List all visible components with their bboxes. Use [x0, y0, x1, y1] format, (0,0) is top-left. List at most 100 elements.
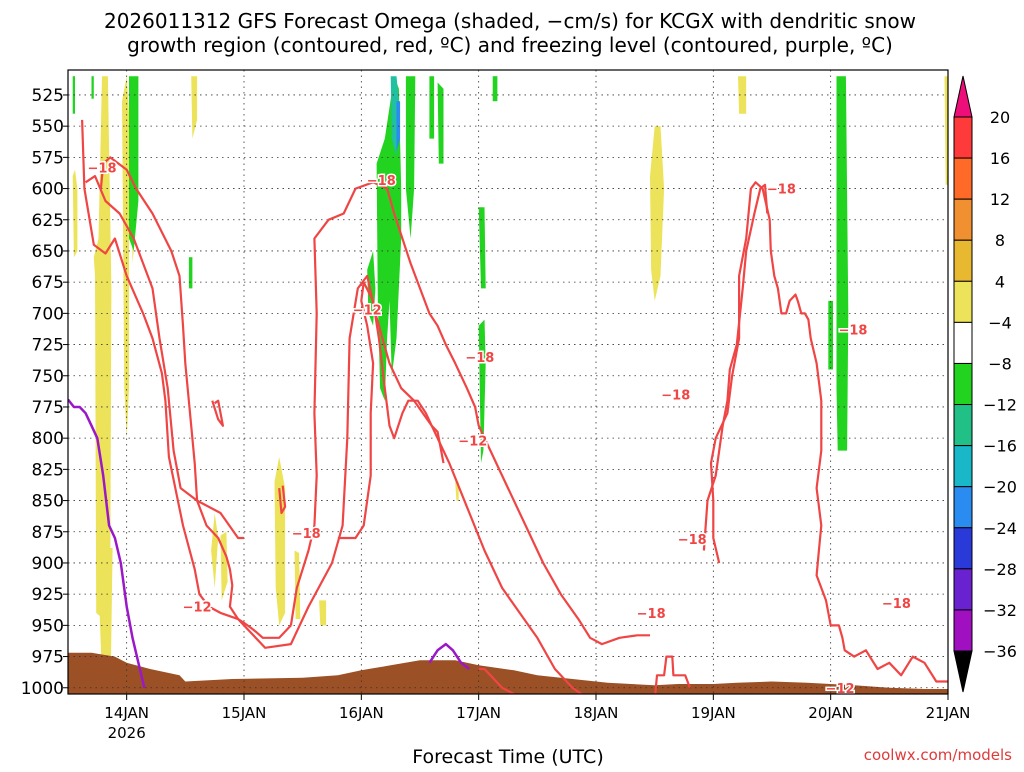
x-tick-label: 15JAN [222, 704, 267, 722]
colorbar-bin [953, 568, 973, 611]
contour-label: −12 [353, 304, 382, 319]
contour-label: −18 [88, 161, 117, 176]
y-tick-label: 900 [32, 554, 64, 574]
omega-region [478, 207, 486, 289]
x-tick-label: 21JAN [926, 704, 971, 722]
colorbar-label: −32 [983, 601, 1017, 620]
y-tick-label: 1000 [21, 679, 64, 699]
dgz-contour-line [81, 119, 584, 694]
colorbar-bin [953, 198, 973, 241]
freezing-level-line [428, 642, 471, 670]
omega-region [220, 531, 228, 601]
colorbar-bin [953, 486, 973, 529]
x-tick-label: 16JAN [339, 704, 384, 722]
dgz-contour-line [289, 181, 650, 646]
omega-region [274, 456, 286, 626]
y-tick-label: 600 [32, 180, 64, 200]
omega-region [93, 76, 112, 620]
colorbar-bin [953, 239, 973, 282]
omega-region [72, 169, 78, 258]
grid-lines [68, 70, 949, 694]
colorbar-bin [953, 157, 973, 200]
x-tick-label: 18JAN [574, 704, 619, 722]
freezing-level-line [68, 398, 146, 689]
y-axis: 525 550 575 600 625 650 675 700 725 750 775 800 825 8… [21, 86, 68, 699]
y-tick-label: 775 [32, 398, 64, 418]
colorbar-label: −24 [983, 519, 1017, 538]
y-tick-label: 725 [32, 336, 64, 356]
omega-region [437, 82, 444, 164]
colorbar-bottom-arrow [953, 650, 973, 693]
colorbar-label: −8 [988, 354, 1012, 373]
x-tick-year: 2026 [108, 724, 146, 742]
contour-label: −18 [367, 174, 396, 189]
colorbar-label: −28 [983, 560, 1017, 579]
contour-label: −12 [183, 601, 212, 616]
y-tick-label: 650 [32, 242, 64, 262]
contour-label: −18 [637, 607, 666, 622]
dgz-contour-line [337, 281, 445, 540]
colorbar-label: −36 [983, 642, 1017, 661]
colorbar-bin [953, 527, 973, 570]
omega-region [650, 126, 665, 301]
x-axis-label: Forecast Time (UTC) [412, 746, 603, 768]
colorbar-label: −16 [983, 437, 1017, 456]
colorbar-label: 16 [990, 149, 1010, 168]
contour-label: −18 [678, 533, 707, 548]
colorbar-bin [953, 609, 973, 652]
omega-region [188, 257, 193, 289]
contour-label: −12 [458, 435, 487, 450]
omega-region [191, 76, 198, 139]
terrain-fill [68, 652, 948, 694]
contour-label: −18 [292, 527, 321, 542]
y-tick-label: 550 [32, 117, 64, 137]
contour-label: −18 [882, 597, 911, 612]
dgz-contour-line [211, 399, 224, 427]
colorbar-label: −12 [983, 396, 1017, 415]
contour-label: −18 [465, 351, 494, 366]
omega-region [405, 76, 416, 239]
terrain-area [68, 652, 948, 694]
chart-title-line-2: growth region (contoured, red, ºC) and f… [127, 33, 893, 57]
omega-region [944, 76, 948, 185]
omega-region [429, 76, 435, 139]
dgz-contour-line [702, 183, 769, 551]
colorbar-bin [953, 280, 973, 323]
contour-label: −18 [661, 388, 690, 403]
omega-shading [72, 76, 948, 694]
omega-region [129, 76, 139, 251]
x-axis: 14JAN 2026 15JAN 16JAN 17JAN 18JAN 19JAN 20JAN 2… [104, 694, 970, 742]
contour-label: −18 [767, 183, 796, 198]
omega-region [91, 76, 94, 99]
x-tick-label: 17JAN [456, 704, 501, 722]
x-tick-label: 19JAN [691, 704, 736, 722]
colorbar-label: 12 [990, 190, 1010, 209]
omega-region [492, 76, 498, 102]
y-tick-label: 750 [32, 367, 64, 387]
credit-text: coolwx.com/models [864, 746, 1012, 764]
x-tick-label: 20JAN [808, 704, 853, 722]
chart-title-line-1: 2026011312 GFS Forecast Omega (shaded, −… [104, 9, 916, 33]
colorbar-label: −4 [988, 313, 1012, 332]
dgz-contour-line [709, 181, 948, 683]
colorbar-label: −20 [983, 478, 1017, 497]
y-tick-label: 825 [32, 460, 64, 480]
colorbar-bin [953, 362, 973, 406]
plot-frame [67, 69, 949, 695]
y-tick-label: 675 [32, 273, 64, 293]
colorbar: 20 16 12 8 4 −4 −8 −12 −16 −20 −24 −28 −32 −36 [953, 75, 1017, 693]
y-tick-label: 800 [32, 429, 64, 449]
omega-region [122, 76, 129, 439]
omega-region [319, 600, 327, 626]
y-tick-label: 875 [32, 523, 64, 543]
y-tick-label: 575 [32, 148, 64, 168]
y-tick-label: 950 [32, 616, 64, 636]
y-tick-label: 525 [32, 86, 64, 106]
colorbar-label: 4 [995, 272, 1005, 291]
dgz-contour-line [278, 485, 287, 515]
dgz-contour-line [99, 156, 292, 639]
colorbar-label: 20 [990, 108, 1010, 127]
dgz-contours [81, 119, 948, 694]
dgz-contour-line [478, 667, 515, 694]
